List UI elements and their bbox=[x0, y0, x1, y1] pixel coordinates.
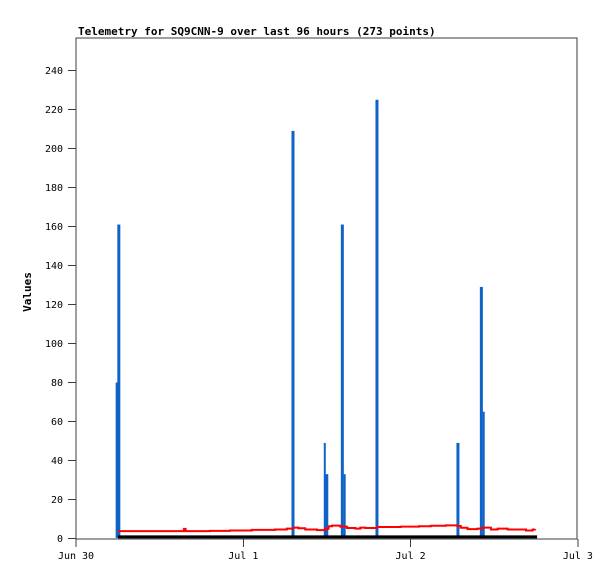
y-tick-label: 20 bbox=[51, 495, 63, 506]
data-spike bbox=[291, 130, 295, 538]
red-line-channel-path bbox=[118, 524, 537, 533]
y-tick-label: 80 bbox=[51, 378, 63, 389]
y-tick-label: 60 bbox=[51, 417, 63, 428]
y-tick-label: 0 bbox=[57, 534, 63, 545]
x-tick-label: Jul 3 bbox=[563, 551, 593, 562]
y-axis-ticks: 0 20 40 60 80 100 120 140 160 180 200 220 240 bbox=[45, 66, 76, 545]
data-spike bbox=[375, 99, 379, 538]
x-tick-label: Jul 2 bbox=[396, 551, 426, 562]
data-spike bbox=[482, 411, 485, 538]
y-tick-label: 240 bbox=[45, 66, 63, 77]
y-axis-label: Values bbox=[21, 272, 34, 312]
x-axis-ticks: Jun 30 Jul 1 Jul 2 Jul 3 bbox=[58, 539, 593, 562]
data-spike bbox=[340, 224, 344, 539]
y-tick-label: 40 bbox=[51, 456, 63, 467]
data-spike bbox=[325, 474, 329, 538]
chart-series bbox=[115, 99, 538, 539]
chart-title: Telemetry for SQ9CNN-9 over last 96 hour… bbox=[78, 25, 436, 38]
data-spike bbox=[115, 382, 118, 538]
y-tick-label: 220 bbox=[45, 105, 63, 116]
data-spike bbox=[479, 286, 483, 538]
data-spike bbox=[456, 442, 460, 538]
y-tick-label: 140 bbox=[45, 261, 63, 272]
y-tick-label: 160 bbox=[45, 222, 63, 233]
x-tick-label: Jun 30 bbox=[58, 551, 94, 562]
data-spike bbox=[323, 442, 326, 538]
y-tick-label: 200 bbox=[45, 144, 63, 155]
y-tick-label: 120 bbox=[45, 300, 63, 311]
plot-border bbox=[75, 37, 578, 540]
x-tick-label: Jul 1 bbox=[228, 551, 258, 562]
data-spike bbox=[343, 474, 346, 538]
y-tick-label: 100 bbox=[45, 339, 63, 350]
y-tick-label: 180 bbox=[45, 183, 63, 194]
data-spike bbox=[117, 224, 121, 539]
